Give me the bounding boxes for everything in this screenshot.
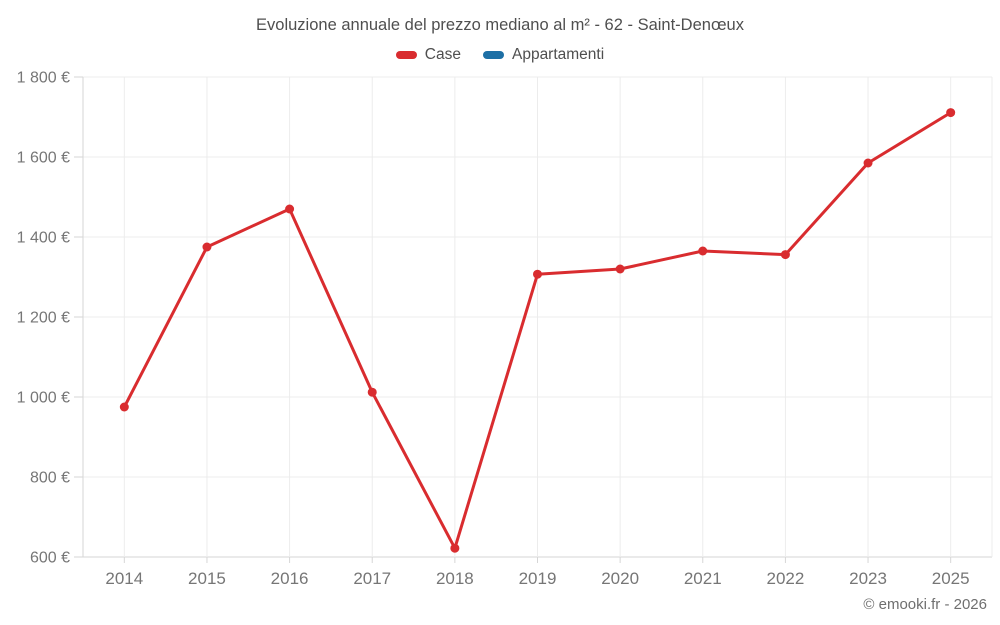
data-point-case-2018[interactable] [450, 543, 460, 553]
y-axis-label: 800 € [30, 470, 70, 487]
data-point-case-2025[interactable] [946, 108, 956, 118]
data-point-case-2016[interactable] [285, 204, 295, 214]
x-axis-label: 2021 [684, 569, 722, 588]
x-axis-label: 2025 [932, 569, 970, 588]
legend-swatch-case-icon [395, 51, 417, 59]
x-axis-label: 2020 [601, 569, 639, 588]
x-axis-label: 2023 [849, 569, 887, 588]
y-axis-label: 1 800 € [17, 70, 70, 87]
y-axis-label: 1 600 € [17, 150, 70, 167]
chart-legend: Case Appartamenti [0, 46, 1000, 64]
data-point-case-2023[interactable] [863, 158, 873, 168]
data-point-case-2019[interactable] [533, 269, 542, 279]
y-axis-label: 1 200 € [17, 310, 70, 327]
data-point-case-2014[interactable] [119, 402, 129, 412]
data-point-case-2017[interactable] [367, 387, 377, 397]
x-axis-label: 2016 [271, 569, 309, 588]
x-axis-label: 2019 [519, 569, 557, 588]
legend-swatch-appartamenti-icon [482, 51, 504, 59]
x-axis-label: 2017 [353, 569, 391, 588]
data-point-case-2021[interactable] [698, 246, 708, 256]
data-point-case-2020[interactable] [615, 264, 625, 274]
data-point-case-2022[interactable] [780, 250, 790, 260]
y-axis-label: 1 400 € [17, 230, 70, 247]
y-axis-label: 1 000 € [17, 390, 70, 407]
legend-item-appartamenti[interactable]: Appartamenti [482, 46, 605, 64]
x-axis-label: 2014 [105, 569, 143, 588]
legend-item-case[interactable]: Case [395, 46, 461, 64]
y-axis-label: 600 € [30, 550, 70, 567]
x-axis-label: 2018 [436, 569, 474, 588]
x-axis-label: 2022 [766, 569, 804, 588]
legend-label-appartamenti: Appartamenti [511, 46, 605, 63]
credit-label: © emooki.fr - 2026 [863, 596, 987, 613]
chart-title: Evoluzione annuale del prezzo mediano al… [256, 16, 744, 34]
x-axis-label: 2015 [188, 569, 226, 588]
data-point-case-2015[interactable] [202, 242, 212, 252]
legend-label-case: Case [424, 46, 461, 63]
